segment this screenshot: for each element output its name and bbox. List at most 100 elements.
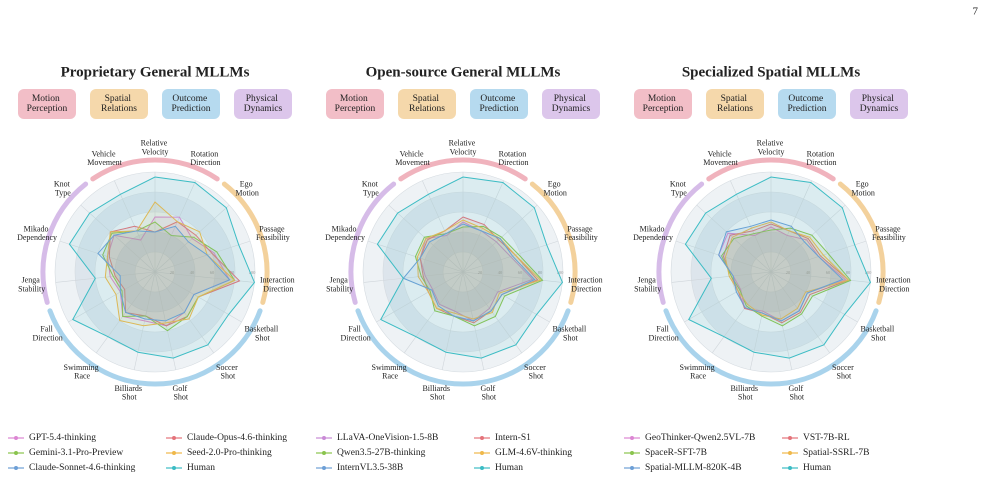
legend-label: Human <box>187 463 215 473</box>
axis-label: Vehicle Movement <box>87 149 122 167</box>
axis-label: Passage Feasibility <box>872 224 906 242</box>
legend-marker <box>630 451 634 455</box>
axis-label: Swimming Race <box>372 363 409 381</box>
legend-label: Claude-Opus-4.6-thinking <box>187 433 287 443</box>
legend-marker <box>14 451 18 455</box>
legend-label: GPT-5.4-thinking <box>29 433 96 443</box>
legend-marker <box>14 436 18 440</box>
group-label: Physical Dynamics <box>552 94 591 114</box>
group-arc <box>221 181 270 305</box>
legend-marker <box>480 466 484 470</box>
series-polygon <box>718 226 847 322</box>
legend-label: InternVL3.5-38B <box>337 463 403 473</box>
axis-label: Golf Shot <box>480 384 497 402</box>
r-tick-label: 20 <box>786 270 791 275</box>
spoke <box>376 271 464 323</box>
spoke <box>462 271 550 323</box>
group-label: Outcome Prediction <box>171 94 210 114</box>
r-tick-label: 80 <box>846 270 851 275</box>
group-box <box>90 89 148 119</box>
axis-label: Relative Velocity <box>141 138 170 156</box>
legend-marker <box>480 436 484 440</box>
axis-label: Mikado Dependency <box>17 224 57 242</box>
page-number: 7 <box>973 6 979 18</box>
axis-label: Basketball Shot <box>860 324 896 342</box>
r-tick-label: 80 <box>538 270 543 275</box>
legend-marker <box>172 451 176 455</box>
spoke <box>154 271 255 283</box>
axis-label: Fall Direction <box>33 324 63 342</box>
group-arc <box>47 308 263 387</box>
series-polygon <box>718 219 844 322</box>
axis-label: Basketball Shot <box>244 324 280 342</box>
axis-label: Billiards Shot <box>114 384 144 402</box>
r-tick-label: 80 <box>230 270 235 275</box>
spoke <box>154 240 251 273</box>
axis-label: Soccer Shot <box>216 363 240 381</box>
legend-marker <box>788 436 792 440</box>
group-box <box>778 89 836 119</box>
axis-label: Knot Type <box>362 179 380 197</box>
group-arc <box>40 181 89 305</box>
r-tick-label: 20 <box>170 270 175 275</box>
series-polygon <box>106 216 231 327</box>
axis-label: Billiards Shot <box>730 384 760 402</box>
axis-label: Soccer Shot <box>832 363 856 381</box>
legend-label: Claude-Sonnet-4.6-thinking <box>29 463 136 473</box>
legend-label: Intern-S1 <box>495 433 531 443</box>
axis-label: Jenga Stability <box>326 275 353 293</box>
spoke <box>68 271 156 323</box>
group-box <box>542 89 600 119</box>
r-tick-label: 100 <box>865 270 873 275</box>
legend-marker <box>322 451 326 455</box>
group-arc <box>656 181 705 305</box>
r-tick-label: 100 <box>249 270 257 275</box>
legend-marker <box>630 466 634 470</box>
group-label: Motion Perception <box>643 94 684 114</box>
group-box <box>850 89 908 119</box>
axis-label: Fall Direction <box>649 324 679 342</box>
axis-label: Basketball Shot <box>552 324 588 342</box>
group-arc <box>348 181 397 305</box>
r-tick-label: 100 <box>557 270 565 275</box>
axis-label: Interaction Direction <box>260 275 297 293</box>
chart-title: Specialized Spatial MLLMs <box>682 64 861 80</box>
group-box <box>18 89 76 119</box>
series-polygon <box>97 225 231 322</box>
legend-label: Spatial-MLLM-820K-4B <box>645 463 742 473</box>
group-label: Physical Dynamics <box>860 94 899 114</box>
axis-label: Interaction Direction <box>876 275 913 293</box>
legend-marker <box>788 466 792 470</box>
group-label: Motion Perception <box>335 94 376 114</box>
axis-label: Vehicle Movement <box>703 149 738 167</box>
spoke <box>462 271 563 283</box>
spoke <box>770 271 858 323</box>
spoke <box>363 271 464 283</box>
axis-label: Fall Direction <box>341 324 371 342</box>
axis-label: Relative Velocity <box>449 138 478 156</box>
axis-label: Soccer Shot <box>524 363 548 381</box>
legend-label: VST-7B-RL <box>803 433 850 443</box>
legend-label: GeoThinker-Qwen2.5VL-7B <box>645 433 755 443</box>
axis-label: Ego Motion <box>543 179 567 197</box>
series-polygon <box>376 176 564 359</box>
spoke <box>80 204 156 273</box>
group-box <box>706 89 764 119</box>
group-label: Spatial Relations <box>101 94 137 114</box>
spoke <box>403 271 464 354</box>
group-box <box>162 89 220 119</box>
axis-label: Ego Motion <box>235 179 259 197</box>
group-box <box>234 89 292 119</box>
r-tick-label: 60 <box>210 270 215 275</box>
legend-marker <box>172 466 176 470</box>
series-polygon <box>68 176 256 359</box>
legend-label: Gemini-3.1-Pro-Preview <box>29 448 123 458</box>
group-label: Outcome Prediction <box>787 94 826 114</box>
r-tick-label: 60 <box>518 270 523 275</box>
series-polygon <box>402 223 536 322</box>
group-label: Spatial Relations <box>717 94 753 114</box>
spoke <box>422 180 464 273</box>
group-arc <box>706 157 836 182</box>
group-arc <box>837 181 886 305</box>
